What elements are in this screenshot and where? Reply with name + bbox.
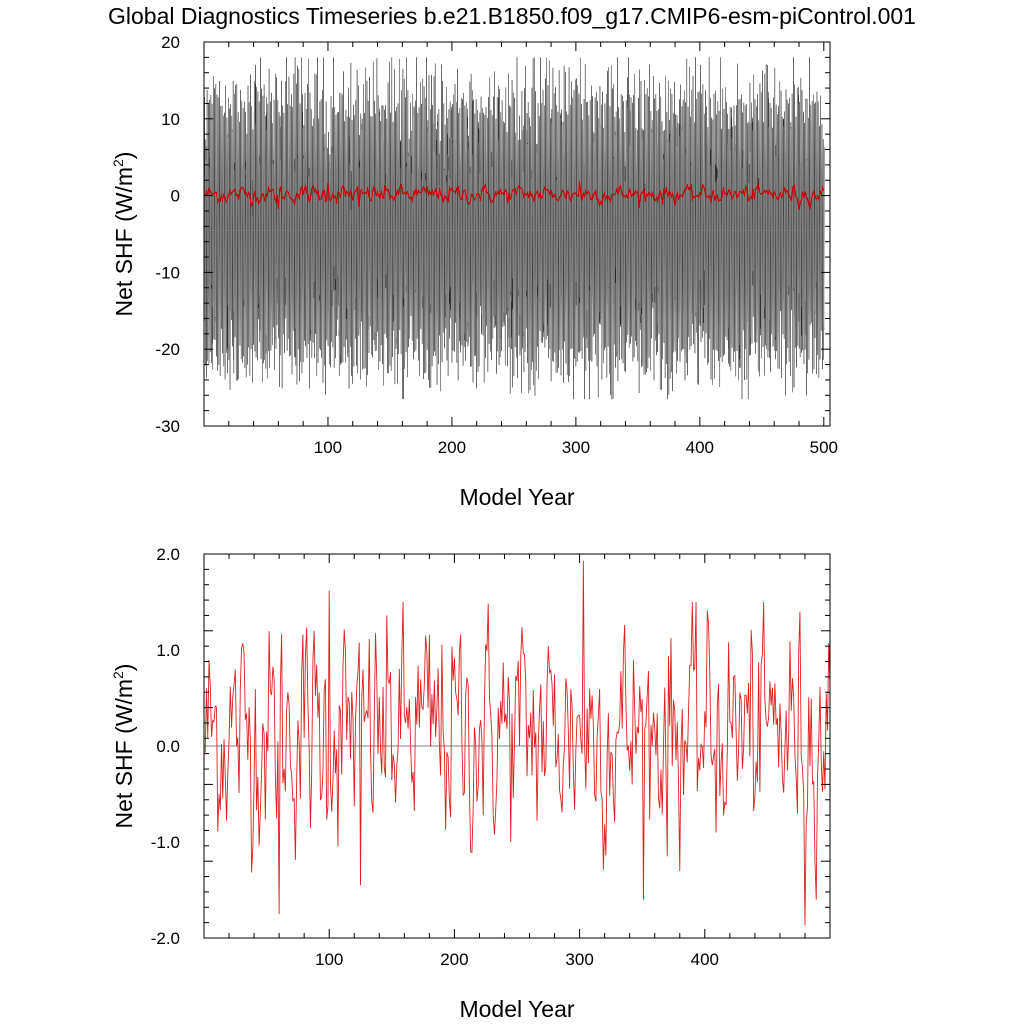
y-tick-label: 2.0 <box>156 545 180 564</box>
y-tick-label: 0 <box>171 187 180 206</box>
y-tick-label: 20 <box>161 33 180 52</box>
x-tick-label: 400 <box>686 438 714 457</box>
y-tick-label: 10 <box>161 110 180 129</box>
bottom-panel-x-axis-title: Model Year <box>459 996 574 1022</box>
x-tick-label: 200 <box>438 438 466 457</box>
annual-series-line <box>204 560 831 926</box>
top-panel-frame <box>203 41 831 427</box>
x-tick-label: 200 <box>440 950 468 969</box>
bottom-panel-y-axis-title: Net SHF (W/m2) <box>110 664 137 829</box>
top-panel-y-axis-title-close: ) <box>111 152 137 160</box>
y-tick-label: 1.0 <box>156 641 180 660</box>
y-tick-label: 0.0 <box>156 737 180 756</box>
x-tick-label: 100 <box>315 950 343 969</box>
chart-title: Global Diagnostics Timeseries b.e21.B185… <box>108 3 916 29</box>
bottom-panel-y-axis-title-superscript: 2 <box>110 671 126 679</box>
top-panel-y-axis-title-superscript: 2 <box>110 159 126 167</box>
top-panel-x-axis-title: Model Year <box>459 484 574 510</box>
top-panel-ticks: 100 200 300 400 500 -30 -20 -10 0 10 20 <box>155 33 838 457</box>
top-panel-data <box>204 57 825 400</box>
x-tick-label: 300 <box>565 950 593 969</box>
y-tick-label: -1.0 <box>151 833 180 852</box>
bottom-panel-data <box>204 560 831 926</box>
bottom-panel-frame <box>203 553 831 939</box>
monthly-series-line <box>204 57 825 400</box>
bottom-panel-y-axis-title-close: ) <box>111 664 137 672</box>
bottom-panel-ticks: 100 200 300 400 -2.0 -1.0 0.0 1.0 2.0 <box>151 545 831 969</box>
y-tick-label: -20 <box>155 340 180 359</box>
x-tick-label: 400 <box>691 950 719 969</box>
x-tick-label: 500 <box>810 438 838 457</box>
top-panel: 100 200 300 400 500 -30 -20 -10 0 10 20 Model Year… <box>110 33 838 510</box>
y-tick-label: -30 <box>155 417 180 436</box>
top-panel-y-axis-title: Net SHF (W/m2) <box>110 152 137 317</box>
annual-mean-line <box>204 180 825 211</box>
y-tick-label: -10 <box>155 263 180 282</box>
y-tick-label: -2.0 <box>151 929 180 948</box>
top-panel-y-axis-title-main: Net SHF (W/m <box>111 167 137 317</box>
bottom-panel-y-axis-title-main: Net SHF (W/m <box>111 679 137 829</box>
x-tick-label: 100 <box>314 438 342 457</box>
bottom-panel: 100 200 300 400 -2.0 -1.0 0.0 1.0 2.0 Model Year… <box>110 545 831 1022</box>
x-tick-label: 300 <box>562 438 590 457</box>
